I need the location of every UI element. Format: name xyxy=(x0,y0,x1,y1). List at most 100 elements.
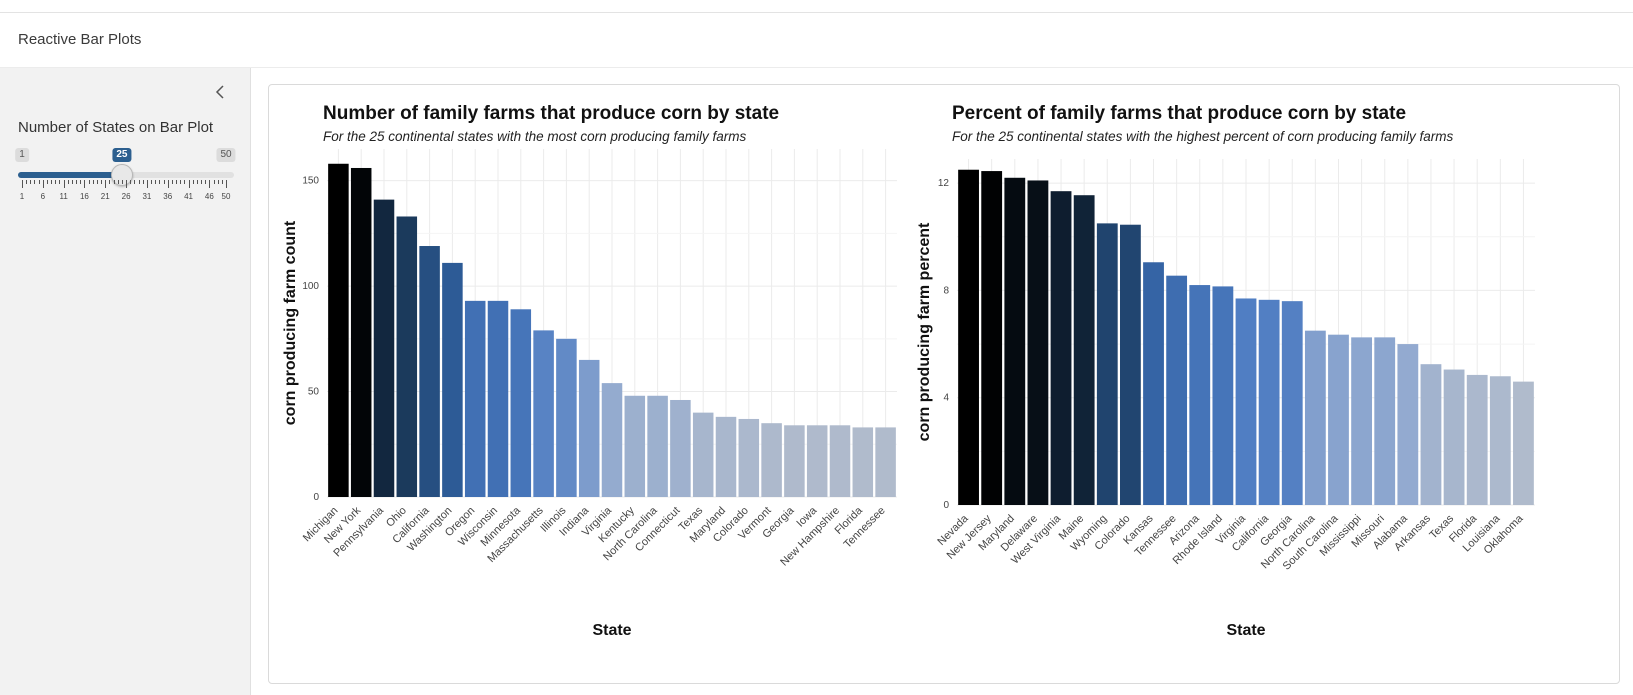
slider-minor-tick xyxy=(196,180,198,184)
bar xyxy=(1166,275,1188,505)
bar xyxy=(1096,223,1118,506)
slider-major-tick xyxy=(188,180,190,188)
bar xyxy=(396,216,418,497)
slider-tick-label: 11 xyxy=(59,192,68,201)
slider-minor-tick xyxy=(171,180,173,184)
slider-major-tick xyxy=(42,180,44,188)
slider-handle[interactable] xyxy=(110,164,133,186)
slider-minor-tick xyxy=(26,180,28,184)
slider-major-tick xyxy=(226,180,227,188)
slider-tick-label: 41 xyxy=(184,192,193,201)
bar xyxy=(806,425,828,497)
y-tick-label: 150 xyxy=(302,176,319,187)
y-tick-label: 4 xyxy=(943,393,949,404)
slider-minor-tick xyxy=(51,180,53,184)
slider-minor-tick xyxy=(217,180,219,184)
slider-tick-label: 1 xyxy=(19,192,25,201)
chart-subtitle: For the 25 continental states with the h… xyxy=(952,129,1454,144)
bar xyxy=(1143,262,1164,505)
slider-minor-tick xyxy=(88,180,90,184)
slider-minor-tick xyxy=(138,180,140,184)
slider-minor-tick xyxy=(59,180,61,184)
x-axis-label: State xyxy=(1226,622,1265,639)
bar xyxy=(1328,334,1349,505)
slider-minor-tick xyxy=(34,180,36,184)
bar xyxy=(1073,195,1095,506)
bar xyxy=(373,199,395,498)
bar xyxy=(1374,337,1396,505)
slider-minor-tick xyxy=(76,180,78,184)
bar xyxy=(1189,285,1211,505)
y-tick-label: 8 xyxy=(943,285,949,296)
bar xyxy=(1304,330,1326,505)
main-panel: 0 50 100 150 Michigan New York Pennsylvania Ohi… xyxy=(268,84,1620,684)
y-tick-label: 50 xyxy=(308,387,320,398)
slider-minor-tick xyxy=(134,180,136,184)
bar xyxy=(647,395,668,497)
slider-minor-tick xyxy=(117,180,119,184)
slider-major-tick xyxy=(22,180,23,188)
slider-major-tick xyxy=(146,180,148,188)
slider-minor-tick xyxy=(163,180,165,184)
slider-minor-tick xyxy=(55,180,57,184)
slider-minor-tick xyxy=(159,180,161,184)
bar xyxy=(761,423,782,497)
app-header: Reactive Bar Plots xyxy=(0,12,1633,68)
bar xyxy=(715,416,737,497)
bar xyxy=(1351,337,1373,505)
slider-minor-tick xyxy=(71,180,73,184)
y-tick-label: 0 xyxy=(313,492,319,503)
bar xyxy=(738,418,760,497)
bar xyxy=(533,330,554,497)
bar xyxy=(464,300,486,497)
slider-tick-label: 6 xyxy=(40,192,46,201)
bar xyxy=(1235,298,1257,505)
y-axis-label: corn producing farm percent xyxy=(916,222,933,441)
slider-minor-tick xyxy=(130,180,132,184)
slider-minor-tick xyxy=(213,180,215,184)
chart-title: Number of family farms that produce corn… xyxy=(323,103,779,124)
bar xyxy=(624,395,646,497)
slider-minor-tick xyxy=(201,180,203,184)
slider-minor-tick xyxy=(221,180,223,184)
slider-minor-tick xyxy=(67,180,69,184)
bar xyxy=(1004,177,1026,505)
bar xyxy=(875,427,896,497)
slider-minor-tick xyxy=(46,180,48,184)
bar xyxy=(442,262,463,497)
slider-minor-tick xyxy=(155,180,157,184)
bar xyxy=(1027,180,1049,505)
slider-minor-tick xyxy=(205,180,207,184)
app-title: Reactive Bar Plots xyxy=(18,31,142,48)
slider-minor-tick xyxy=(96,180,98,184)
slider-major-tick xyxy=(105,180,107,188)
slider-major-tick xyxy=(167,180,169,188)
bar xyxy=(1466,374,1488,505)
slider-tick-label: 26 xyxy=(121,192,131,201)
chevron-left-icon[interactable] xyxy=(210,80,230,104)
bar xyxy=(1281,301,1303,505)
bar xyxy=(1050,191,1072,505)
slider-minor-tick xyxy=(142,180,144,184)
bar xyxy=(1397,344,1419,505)
slider-minor-tick xyxy=(30,180,32,184)
bar xyxy=(1489,376,1511,505)
y-tick-label: 0 xyxy=(943,500,949,511)
slider-minor-tick xyxy=(80,180,82,184)
slider-tick-label: 36 xyxy=(163,192,173,201)
x-axis-label: State xyxy=(592,622,631,639)
bar xyxy=(487,300,509,497)
bar xyxy=(556,338,577,497)
bar xyxy=(1420,364,1442,505)
bar xyxy=(852,427,874,497)
bar xyxy=(1443,369,1465,505)
slider-min-label: 1 xyxy=(15,148,29,162)
slider-minor-tick xyxy=(92,180,94,184)
chart-title: Percent of family farms that produce cor… xyxy=(952,103,1406,124)
slider-tick-label: 21 xyxy=(100,192,110,201)
slider-major-tick xyxy=(63,180,65,188)
slider-minor-tick xyxy=(109,180,111,184)
states-slider[interactable]: 1 25 50 1 6 11 16 21 26 31 36 41 46 50 xyxy=(15,148,238,218)
slider-minor-tick xyxy=(176,180,178,184)
